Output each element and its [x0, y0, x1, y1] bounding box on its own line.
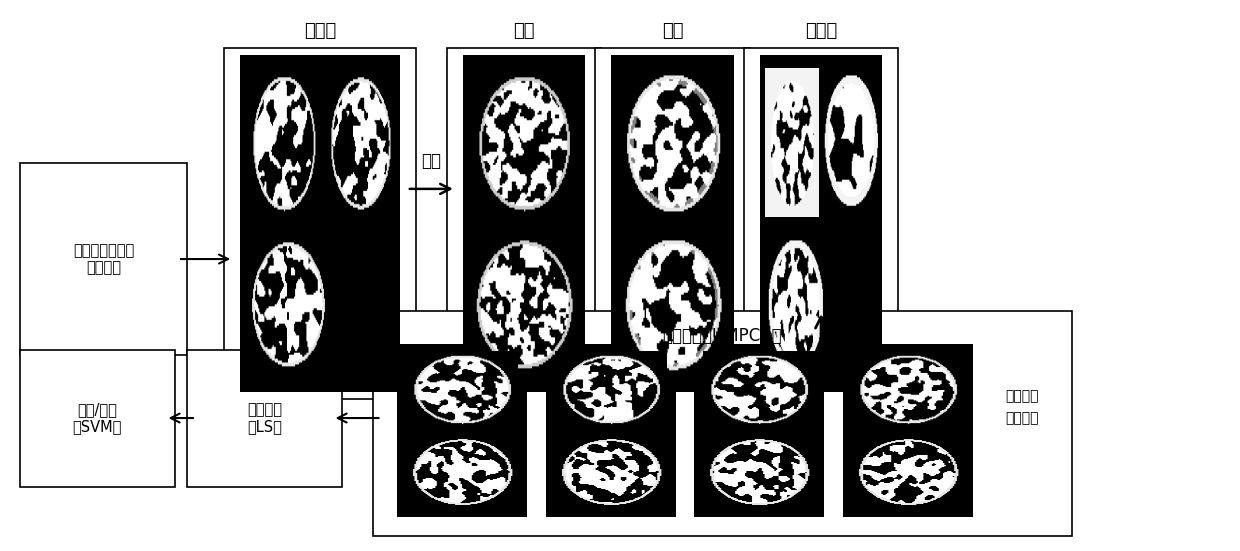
Text: 标准化: 标准化 [304, 21, 336, 40]
FancyBboxPatch shape [187, 349, 342, 487]
FancyBboxPatch shape [760, 55, 883, 392]
Text: 特征提取（UMPCA）: 特征提取（UMPCA） [662, 327, 782, 345]
FancyBboxPatch shape [463, 55, 585, 392]
Text: 分割: 分割 [422, 153, 441, 170]
FancyBboxPatch shape [546, 344, 676, 517]
FancyBboxPatch shape [843, 344, 972, 517]
Text: 特征选择
（LS）: 特征选择 （LS） [247, 402, 281, 434]
Text: 一个三维: 一个三维 [1006, 389, 1039, 403]
FancyBboxPatch shape [595, 48, 750, 399]
FancyBboxPatch shape [372, 311, 1071, 536]
Text: 结构性核磁共振
影像数据: 结构性核磁共振 影像数据 [73, 243, 134, 276]
FancyBboxPatch shape [20, 349, 175, 487]
FancyBboxPatch shape [20, 163, 187, 355]
Text: 白质: 白质 [513, 21, 534, 40]
FancyBboxPatch shape [224, 48, 415, 399]
Text: 诊断/分类
（SVM）: 诊断/分类 （SVM） [73, 402, 122, 434]
Text: 灰质: 灰质 [662, 21, 683, 40]
FancyBboxPatch shape [611, 55, 734, 392]
FancyBboxPatch shape [241, 55, 399, 392]
Text: 脑脊液: 脑脊液 [805, 21, 837, 40]
FancyBboxPatch shape [446, 48, 601, 399]
FancyBboxPatch shape [694, 344, 825, 517]
Text: 张量序列: 张量序列 [1006, 411, 1039, 425]
FancyBboxPatch shape [397, 344, 527, 517]
FancyBboxPatch shape [744, 48, 898, 399]
Text: ...: ... [949, 417, 972, 441]
